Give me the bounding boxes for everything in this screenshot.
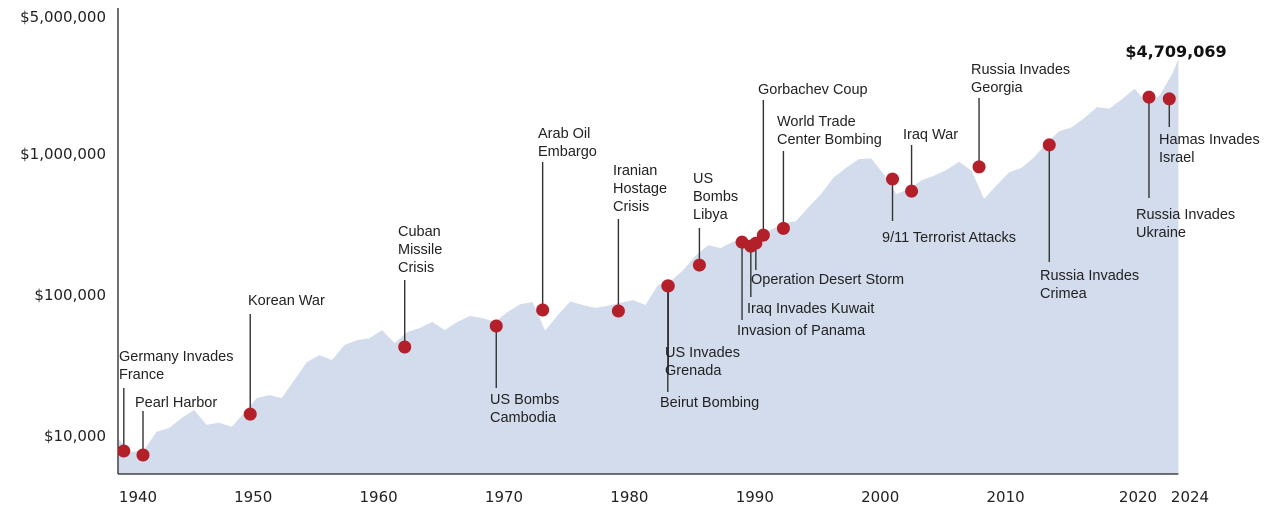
event-label-line: Pearl Harbor: [135, 395, 217, 411]
event-labels: Germany Invades France Pearl Harbor Korean …: [119, 62, 1260, 426]
event-label-line: US Bombs: [490, 392, 559, 408]
event-dot: [117, 444, 131, 458]
event-label: US Bombs Libya: [693, 171, 738, 223]
event-label: Pearl Harbor: [135, 395, 217, 411]
event-label-line: Crimea: [1040, 286, 1088, 302]
event-label-line: 9/11 Terrorist Attacks: [882, 230, 1016, 246]
event-label-line: Georgia: [971, 80, 1024, 96]
event-label: Invasion of Panama: [737, 323, 866, 339]
event-label: World Trade Center Bombing: [777, 114, 882, 148]
x-tick-label: 1940: [119, 488, 157, 506]
event-dot: [776, 221, 790, 235]
event-label: Russia Invades Crimea: [1040, 268, 1139, 302]
event-label-line: Crisis: [398, 260, 434, 276]
event-label: Operation Desert Storm: [751, 272, 904, 288]
event-label-line: Gorbachev Coup: [758, 82, 868, 98]
event-label-line: Hostage: [613, 181, 667, 197]
event-dot: [136, 448, 150, 462]
event-label: Hamas Invades Israel: [1159, 132, 1260, 166]
event-label: US Bombs Cambodia: [490, 392, 559, 426]
event-dot: [661, 279, 675, 293]
event-label: Russia Invades Georgia: [971, 62, 1070, 96]
event-label-line: Hamas Invades: [1159, 132, 1260, 148]
event-dot: [905, 184, 919, 198]
event-label-line: US: [693, 171, 713, 187]
event-label-line: Russia Invades: [1136, 207, 1235, 223]
event-dot: [243, 407, 257, 421]
event-label-line: Iraq Invades Kuwait: [747, 301, 874, 317]
event-label: Korean War: [248, 293, 325, 309]
event-label: 9/11 Terrorist Attacks: [882, 230, 1016, 246]
event-label-line: Cambodia: [490, 410, 557, 426]
event-label-line: Operation Desert Storm: [751, 272, 904, 288]
event-label-line: World Trade: [777, 114, 856, 130]
event-label-line: Missile: [398, 242, 442, 258]
y-tick-label: $100,000: [34, 286, 106, 304]
event-label: Iraq War: [903, 127, 958, 143]
event-label-line: Russia Invades: [971, 62, 1070, 78]
area-layer: [118, 59, 1179, 474]
event-dot: [536, 303, 550, 317]
event-label-line: Arab Oil: [538, 126, 590, 142]
event-label: Iraq Invades Kuwait: [747, 301, 874, 317]
event-label-line: Center Bombing: [777, 132, 882, 148]
event-label-line: Iranian: [613, 163, 657, 179]
event-dot: [398, 340, 412, 354]
event-label: Russia Invades Ukraine: [1136, 207, 1235, 241]
event-label-line: Russia Invades: [1040, 268, 1139, 284]
event-label: Cuban Missile Crisis: [398, 224, 442, 276]
event-label-line: Grenada: [665, 363, 722, 379]
event-dot: [489, 319, 503, 333]
event-label-line: Crisis: [613, 199, 649, 215]
y-tick-label: $10,000: [44, 427, 106, 445]
x-tick-label: 2010: [987, 488, 1025, 506]
event-dot: [692, 258, 706, 272]
growth-area: [118, 59, 1179, 474]
event-label-line: Beirut Bombing: [660, 395, 759, 411]
event-label-line: Korean War: [248, 293, 325, 309]
y-tick-label: $5,000,000: [20, 8, 106, 26]
event-label-line: Cuban: [398, 224, 441, 240]
x-tick-label: 1990: [736, 488, 774, 506]
x-tick-label: 1950: [234, 488, 272, 506]
event-label: Gorbachev Coup: [758, 82, 868, 98]
event-label: Iranian Hostage Crisis: [613, 163, 667, 215]
event-label: Germany Invades France: [119, 349, 233, 383]
x-tick-label: 2020: [1119, 488, 1157, 506]
event-dot: [1162, 92, 1176, 106]
final-value-label: $4,709,069: [1125, 42, 1226, 61]
event-label: US Invades Grenada: [665, 345, 740, 379]
x-tick-label: 2024: [1171, 488, 1209, 506]
event-dot: [611, 304, 625, 318]
event-label-line: Bombs: [693, 189, 738, 205]
event-dots: [117, 90, 1176, 462]
event-dot: [886, 172, 900, 186]
event-dot: [756, 228, 770, 242]
event-label: Arab Oil Embargo: [538, 126, 597, 160]
event-dot: [972, 160, 986, 174]
event-label-line: Invasion of Panama: [737, 323, 866, 339]
event-label-line: Embargo: [538, 144, 597, 160]
event-label: Beirut Bombing: [660, 395, 759, 411]
x-tick-label: 1980: [610, 488, 648, 506]
event-label-line: US Invades: [665, 345, 740, 361]
y-tick-label: $1,000,000: [20, 145, 106, 163]
event-dot: [1142, 90, 1156, 104]
event-label-line: Israel: [1159, 150, 1194, 166]
event-stems: [123, 97, 1170, 456]
axes: $10,000 $100,000 $1,000,000 $5,000,000 1940 1…: [20, 8, 1209, 506]
event-markers: Germany Invades France Pearl Harbor Korean …: [117, 62, 1260, 462]
x-tick-label: 2000: [861, 488, 899, 506]
x-tick-label: 1970: [485, 488, 523, 506]
x-tick-label: 1960: [360, 488, 398, 506]
event-label-line: France: [119, 367, 164, 383]
event-label-line: Ukraine: [1136, 225, 1186, 241]
event-label-line: Germany Invades: [119, 349, 233, 365]
event-label-line: Libya: [693, 207, 729, 223]
event-label-line: Iraq War: [903, 127, 958, 143]
event-dot: [1042, 138, 1056, 152]
